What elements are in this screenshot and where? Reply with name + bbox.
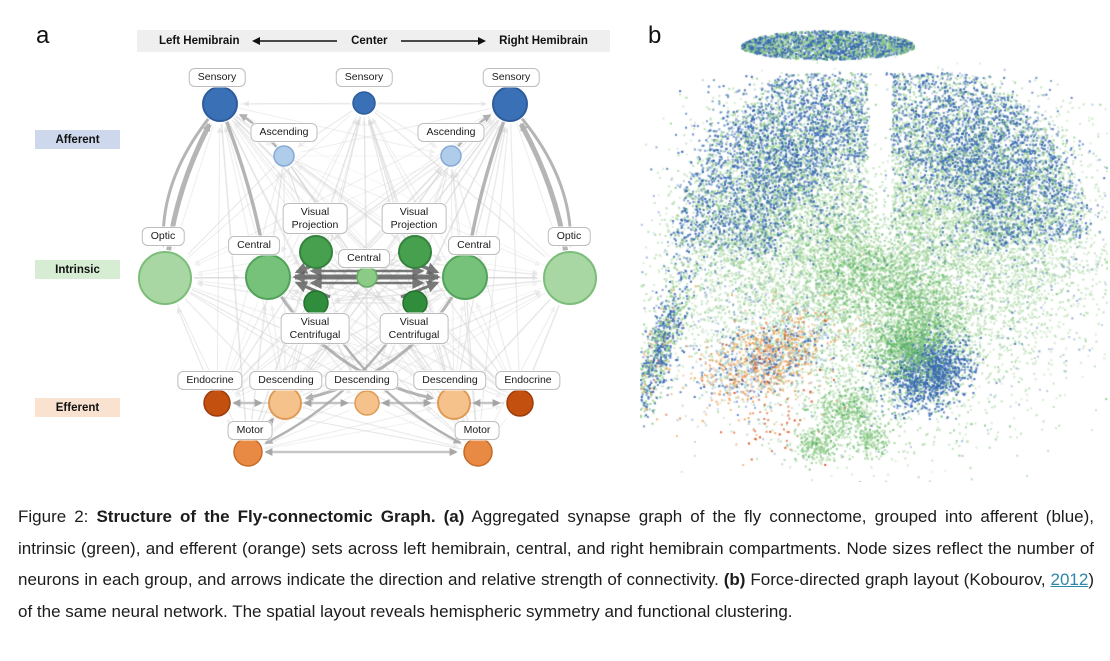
caption-bold-segment: Structure of the Fly-connectomic Graph. … xyxy=(96,507,465,526)
edge-faint xyxy=(377,102,487,105)
edge-faint xyxy=(223,126,282,385)
edge-faint xyxy=(374,122,496,268)
caption-text-segment: Aggregated synapse graph of the fly conn… xyxy=(18,507,1094,589)
node-optic_left[interactable] xyxy=(138,251,192,305)
edge-curve xyxy=(225,121,266,252)
node-descending_right[interactable] xyxy=(437,386,471,420)
node-descending_left[interactable] xyxy=(268,386,302,420)
node-endocrine_right[interactable] xyxy=(506,389,534,417)
row-label-efferent: Efferent xyxy=(35,398,120,417)
edge-faint xyxy=(371,117,514,390)
node-sensory_right[interactable] xyxy=(492,86,528,122)
edge-faint xyxy=(510,123,523,385)
edge-faint xyxy=(249,304,268,436)
edge-faint xyxy=(374,111,546,258)
edge-faint xyxy=(488,417,508,440)
edge-faint xyxy=(429,281,539,302)
edge-faint xyxy=(384,410,463,446)
edge-faint xyxy=(196,281,302,302)
node-central_left[interactable] xyxy=(245,254,291,300)
edge-faint xyxy=(262,293,543,445)
header-center: Center xyxy=(351,35,388,47)
edge-faint xyxy=(485,306,556,438)
edge-faint xyxy=(420,125,501,290)
node-vc_left[interactable] xyxy=(303,290,329,316)
node-ascending_right[interactable] xyxy=(440,145,462,167)
node-endocrine_left[interactable] xyxy=(203,389,231,417)
edge-faint xyxy=(239,107,436,155)
edge-faint xyxy=(466,301,480,433)
edge-faint xyxy=(177,303,240,435)
caption-citation-link[interactable]: 2012 xyxy=(1050,570,1089,589)
edge-faint xyxy=(254,269,311,433)
edge-faint xyxy=(242,100,351,107)
edge-faint xyxy=(264,406,433,449)
node-motor_left[interactable] xyxy=(233,437,263,467)
edge-faint xyxy=(425,267,510,388)
edge-faint xyxy=(216,126,223,388)
row-label-afferent: Afferent xyxy=(35,130,120,149)
edge-faint xyxy=(300,108,491,153)
node-central_center[interactable] xyxy=(356,266,378,288)
caption-text-segment: Figure 2: xyxy=(18,507,97,526)
edge-curve xyxy=(518,122,569,251)
node-optic_right[interactable] xyxy=(543,251,597,305)
edge-faint xyxy=(462,167,551,258)
node-vc_right[interactable] xyxy=(402,290,428,316)
edge-faint xyxy=(292,258,300,265)
edge-faint xyxy=(382,292,546,394)
caption-bold-segment: (b) xyxy=(723,570,746,589)
force-layout-scatter xyxy=(640,14,1108,482)
edge-faint xyxy=(187,164,276,255)
edge-faint xyxy=(526,304,560,386)
edge-faint xyxy=(224,125,263,254)
header-left-hemibrain: Left Hemibrain xyxy=(159,35,240,47)
edge-faint xyxy=(331,310,506,397)
node-sensory_center[interactable] xyxy=(352,91,376,115)
edge-faint xyxy=(186,114,351,260)
edge-faint xyxy=(173,126,214,251)
hemisphere-header: Left Hemibrain Center Right Hemibrain xyxy=(137,30,610,52)
edge-faint xyxy=(303,407,459,449)
edge-curve xyxy=(466,121,506,251)
edge-faint xyxy=(516,122,561,248)
edge-faint xyxy=(333,163,441,240)
edge-faint xyxy=(456,126,508,385)
edge-curve xyxy=(166,122,212,251)
edge-faint xyxy=(433,254,539,275)
edge-faint xyxy=(223,300,260,386)
left-arrow-icon xyxy=(252,37,338,45)
edge-faint xyxy=(223,118,357,389)
node-central_right[interactable] xyxy=(442,254,488,300)
edge-faint xyxy=(470,126,506,253)
node-motor_right[interactable] xyxy=(463,437,493,467)
header-right-hemibrain: Right Hemibrain xyxy=(499,35,588,47)
figure-caption: Figure 2: Structure of the Fly-connectom… xyxy=(18,501,1094,627)
node-descending_center[interactable] xyxy=(354,390,380,416)
node-vp_right[interactable] xyxy=(398,235,432,269)
row-label-intrinsic: Intrinsic xyxy=(35,260,120,279)
edge-faint xyxy=(269,168,284,250)
edge-faint xyxy=(297,110,353,148)
panel-a-label: a xyxy=(36,22,50,49)
edge-faint xyxy=(468,298,551,388)
right-arrow-icon xyxy=(401,37,487,45)
node-sensory_left[interactable] xyxy=(202,86,238,122)
synapse-graph xyxy=(138,86,597,467)
edge-faint xyxy=(363,116,368,261)
caption-text-segment: Force-directed graph layout (Kobourov, xyxy=(745,570,1051,589)
edge-faint xyxy=(225,270,305,390)
node-vp_left[interactable] xyxy=(299,235,333,269)
node-ascending_left[interactable] xyxy=(273,145,295,167)
edge-faint xyxy=(234,121,360,268)
edge-faint xyxy=(263,409,350,446)
edge-faint xyxy=(190,291,461,443)
caption-text-segment: ) of the same neural network. The spatia… xyxy=(18,570,1095,621)
edge-medium xyxy=(260,417,274,436)
